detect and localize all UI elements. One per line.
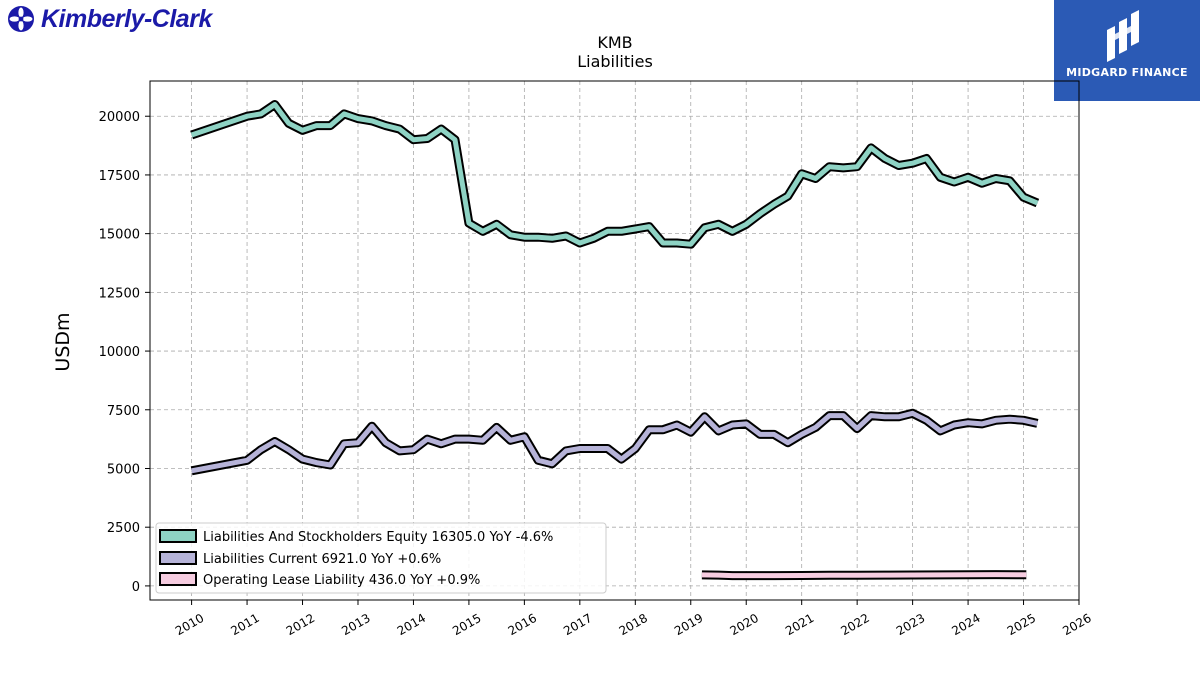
legend-label-current: Liabilities Current 6921.0 YoY +0.6%: [203, 552, 441, 567]
plot-frame: [149, 80, 1080, 601]
x-tick-label: 2019: [672, 611, 705, 638]
y-tick-label: 20000: [99, 110, 140, 125]
x-tick-label: 2014: [395, 611, 428, 638]
series-line-liabilities-current: [191, 410, 1038, 474]
kimberly-clark-emblem-icon: [8, 6, 34, 32]
x-tick-label: 2022: [838, 611, 871, 638]
legend-swatch-equity: [159, 529, 197, 543]
y-tick-label: 10000: [99, 345, 140, 360]
grid-lines: [150, 81, 1080, 600]
x-tick-label: 2024: [949, 611, 982, 638]
y-axis-label: USDm: [52, 312, 74, 371]
x-tick-label: 2016: [506, 611, 539, 638]
series-line-liabilities-and-stockholders-equity: [190, 102, 1039, 247]
legend-label-lease: Operating Lease Liability 436.0 YoY +0.9…: [203, 573, 480, 588]
y-tick-label: 7500: [107, 404, 140, 419]
chart-subtitle: Liabilities: [577, 52, 653, 71]
x-tick-label: 2017: [561, 611, 594, 638]
midgard-finance-emblem-icon: [1107, 10, 1139, 62]
x-tick-label: 2012: [284, 611, 317, 638]
y-tick-label: 12500: [99, 286, 140, 301]
y-tick-label: 5000: [107, 462, 140, 477]
y-tick-label: 0: [132, 580, 140, 595]
x-tick-label: 2010: [173, 611, 206, 638]
x-tick-label: 2026: [1060, 611, 1093, 638]
x-tick-label: 2011: [228, 611, 261, 638]
x-tick-label: 2013: [339, 611, 372, 638]
x-tick-label: 2018: [617, 611, 650, 638]
midgard-finance-wordmark: MIDGARD FINANCE: [1066, 66, 1188, 79]
legend-box: [155, 522, 607, 594]
legend-swatch-current: [159, 551, 197, 565]
series-line-operating-lease-liability: [701, 572, 1027, 579]
x-tick-label: 2015: [450, 611, 483, 638]
x-tick-label: 2025: [1005, 611, 1038, 638]
x-tick-label: 2020: [727, 611, 760, 638]
legend: Liabilities And Stockholders Equity 1630…: [155, 522, 607, 594]
legend-label-equity: Liabilities And Stockholders Equity 1630…: [203, 530, 553, 545]
y-tick-label: 17500: [99, 169, 140, 184]
x-tick-label: 2023: [894, 611, 927, 638]
midgard-finance-badge: MIDGARD FINANCE: [1054, 0, 1200, 101]
series-lines: [190, 100, 1040, 581]
kimberly-clark-wordmark: Kimberly-Clark: [41, 4, 212, 33]
y-tick-label: 15000: [99, 228, 140, 243]
x-tick-label: 2021: [783, 611, 816, 638]
y-tick-label: 2500: [107, 521, 140, 536]
kimberly-clark-logo: Kimberly-Clark: [6, 4, 212, 34]
chart-title: KMB: [597, 33, 632, 52]
legend-swatch-lease: [159, 572, 197, 586]
